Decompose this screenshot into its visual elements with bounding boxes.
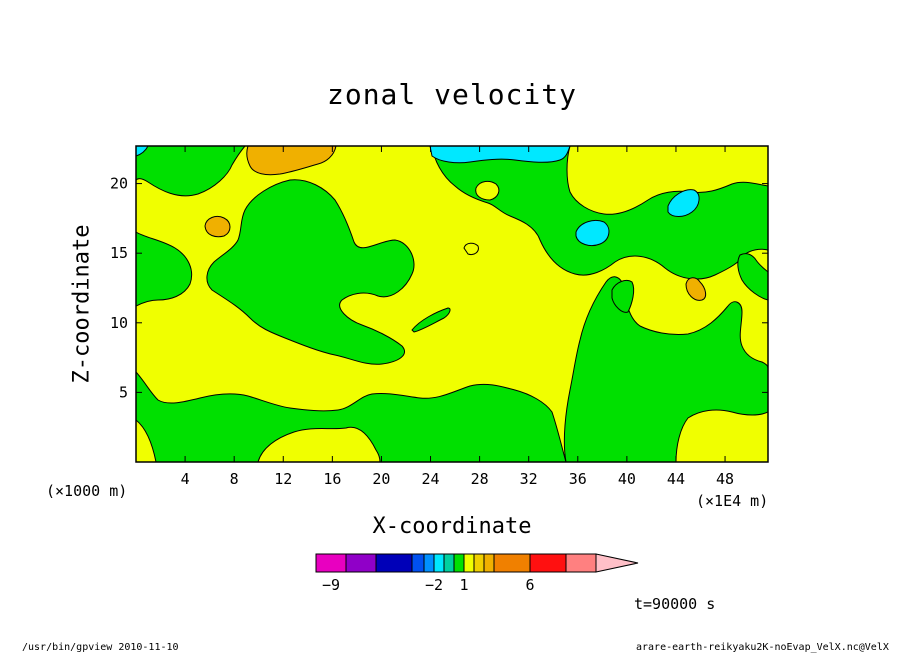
region-yellow xyxy=(136,419,157,462)
chart-title: zonal velocity xyxy=(326,78,577,111)
region-yellow xyxy=(475,180,500,201)
region-orange xyxy=(204,215,231,238)
region-yellow xyxy=(463,242,479,255)
y-tick-label: 10 xyxy=(110,314,128,332)
colorbar-segment xyxy=(529,553,567,573)
region-yellow xyxy=(675,409,768,462)
colorbar-segment xyxy=(315,553,347,573)
colorbar-segment xyxy=(411,553,425,573)
region-green xyxy=(206,179,415,365)
x-tick-label: 24 xyxy=(421,470,439,488)
x-tick-label: 32 xyxy=(520,470,538,488)
footer-left: /usr/bin/gpview 2010-11-10 xyxy=(22,642,179,653)
region-green xyxy=(136,371,567,462)
colorbar-label: 1 xyxy=(459,576,468,594)
footer-right: arare-earth-reikyaku2K-noEvap_VelX.nc@Ve… xyxy=(636,642,889,653)
region-orange xyxy=(685,277,707,301)
colorbar-segment xyxy=(345,553,377,573)
colorbar-segment xyxy=(473,553,485,573)
region-orange xyxy=(246,146,337,176)
x-tick-label: 36 xyxy=(569,470,587,488)
region-cyan xyxy=(429,146,571,164)
colorbar-segment xyxy=(423,553,435,573)
colorbar-segment xyxy=(375,553,413,573)
x-unit-right: (×1E4 m) xyxy=(696,492,769,510)
contour-plot-area xyxy=(136,146,768,462)
x-axis-label: X-coordinate xyxy=(372,514,532,539)
x-tick-label: 20 xyxy=(372,470,390,488)
colorbar-segment xyxy=(493,553,531,573)
region-yellow xyxy=(257,426,381,462)
x-tick-label: 12 xyxy=(274,470,292,488)
y-axis-ticks: 5 10 15 20 xyxy=(110,175,768,401)
plot-frame xyxy=(135,145,769,463)
colorbar-label: 6 xyxy=(525,576,534,594)
x-tick-label: 4 xyxy=(181,470,190,488)
colorbar-segment xyxy=(453,553,465,573)
x-tick-label: 16 xyxy=(323,470,341,488)
x-tick-label: 44 xyxy=(667,470,685,488)
x-tick-label: 48 xyxy=(716,470,734,488)
x-tick-label: 8 xyxy=(230,470,239,488)
y-tick-label: 5 xyxy=(119,383,128,401)
x-tick-label: 40 xyxy=(618,470,636,488)
colorbar-segment xyxy=(483,553,495,573)
colorbar-segment xyxy=(565,553,597,573)
region-green xyxy=(136,146,246,197)
y-tick-label: 15 xyxy=(110,244,128,262)
colorbar-arrow xyxy=(595,553,639,573)
region-green xyxy=(611,279,635,313)
x-axis-ticks: 4 8 12 16 20 24 28 32 36 40 44 48 xyxy=(181,146,734,488)
time-annotation: t=90000 s xyxy=(634,595,716,613)
region-cyan xyxy=(575,219,610,247)
colorbar-segment xyxy=(443,553,455,573)
colorbar-segment xyxy=(433,553,445,573)
region-green xyxy=(737,253,768,301)
x-unit-left: (×1000 m) xyxy=(46,482,128,500)
colorbar: −9 −2 1 6 xyxy=(315,553,639,594)
region-cyan xyxy=(667,189,700,217)
region-green xyxy=(136,231,193,307)
colorbar-label: −2 xyxy=(425,576,443,594)
colorbar-segment xyxy=(463,553,475,573)
x-tick-label: 28 xyxy=(471,470,489,488)
region-yellow xyxy=(566,146,768,215)
y-tick-label: 20 xyxy=(110,175,128,193)
region-green xyxy=(411,307,451,333)
colorbar-label: −9 xyxy=(322,576,340,594)
